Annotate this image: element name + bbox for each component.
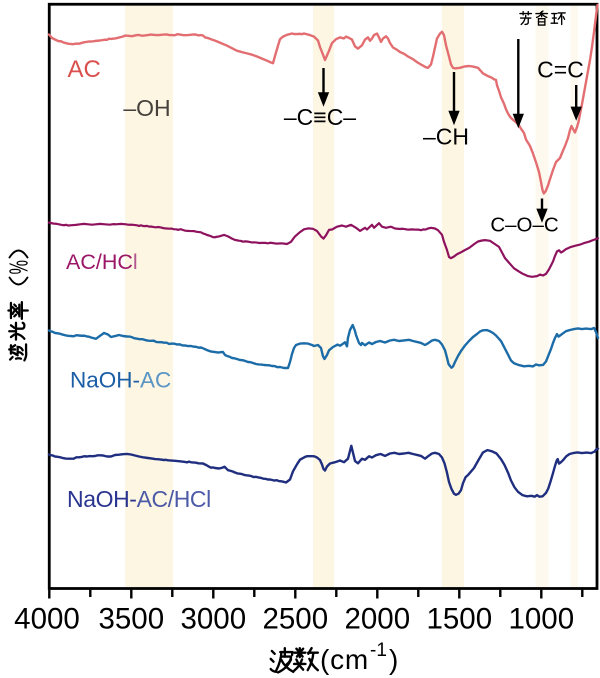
svg-text:C–O–C: C–O–C bbox=[490, 214, 559, 237]
svg-text:–CH: –CH bbox=[423, 124, 469, 150]
svg-text:NaOH-AC: NaOH-AC bbox=[70, 368, 171, 393]
svg-text:4000: 4000 bbox=[14, 603, 80, 636]
svg-text:1000: 1000 bbox=[508, 603, 574, 636]
svg-text:3000: 3000 bbox=[180, 603, 246, 636]
svg-text:2500: 2500 bbox=[262, 603, 328, 636]
svg-text:-1: -1 bbox=[370, 640, 387, 661]
svg-text:NaOH-AC/HCl: NaOH-AC/HCl bbox=[67, 486, 211, 512]
svg-text:–OH: –OH bbox=[123, 95, 170, 121]
svg-text:AC: AC bbox=[68, 56, 101, 83]
svg-text:2000: 2000 bbox=[344, 603, 410, 636]
svg-text:C=C: C=C bbox=[537, 57, 584, 83]
svg-text:): ) bbox=[389, 644, 398, 675]
svg-text:–C≡C–: –C≡C– bbox=[284, 104, 356, 130]
svg-text:3500: 3500 bbox=[98, 603, 164, 636]
svg-text:(cm: (cm bbox=[320, 644, 369, 675]
svg-text:AC/HCl: AC/HCl bbox=[66, 250, 138, 274]
svg-text:1500: 1500 bbox=[426, 603, 492, 636]
svg-text:%: % bbox=[3, 260, 33, 274]
